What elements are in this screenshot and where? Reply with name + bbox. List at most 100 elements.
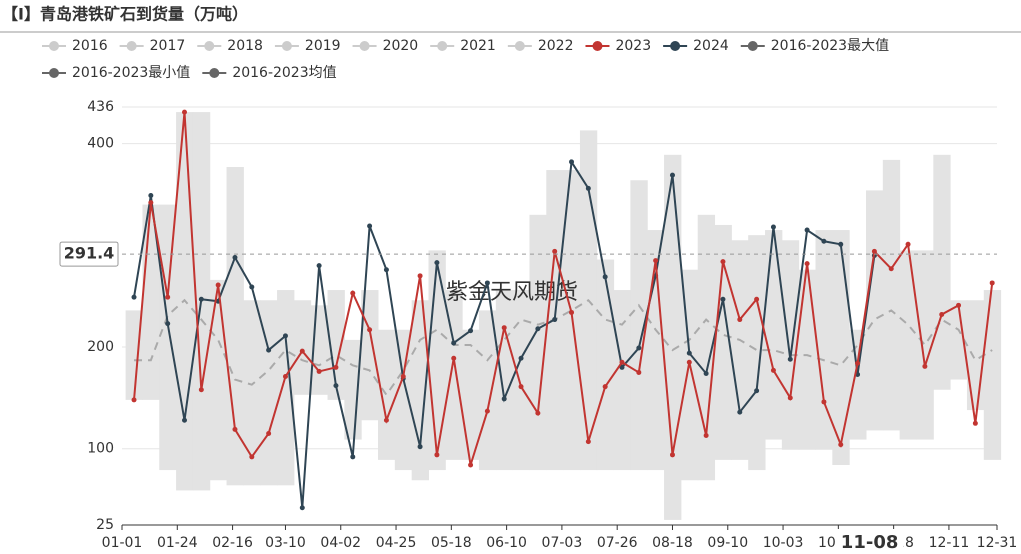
data-point [350, 290, 356, 296]
range-band [344, 339, 362, 440]
legend-label[interactable]: 2019 [305, 38, 341, 54]
x-tick-label: 04-25 [376, 535, 417, 551]
crosshair-y-label: 291.4 [64, 244, 115, 263]
data-point [333, 383, 339, 389]
legend-label[interactable]: 2024 [693, 38, 729, 54]
data-point [501, 396, 507, 402]
data-point [316, 263, 322, 269]
data-point [535, 410, 541, 416]
legend-label[interactable]: 2018 [227, 38, 263, 54]
data-point [636, 345, 642, 351]
data-point [602, 384, 608, 390]
range-band [445, 290, 463, 460]
data-point [198, 387, 204, 393]
range-band [680, 269, 699, 481]
data-point [299, 505, 305, 511]
legend-label[interactable]: 2020 [383, 38, 419, 54]
range-band [748, 235, 766, 471]
range-band [462, 329, 480, 460]
data-point [636, 369, 642, 375]
y-tick-label: 200 [87, 339, 114, 355]
data-point [855, 360, 861, 366]
data-point [367, 223, 373, 229]
legend-symbol [514, 41, 525, 51]
legend-symbol [359, 41, 370, 51]
data-point [720, 296, 726, 302]
data-point [720, 259, 726, 265]
range-band [512, 290, 530, 471]
legend-symbol [437, 41, 448, 51]
data-point [989, 280, 995, 286]
legend-label[interactable]: 2023 [615, 38, 651, 54]
range-band [882, 159, 901, 431]
data-point [669, 172, 675, 178]
data-point [770, 224, 776, 230]
legend-label[interactable]: 2016-2023最大值 [771, 38, 889, 54]
x-tick-label: 12-11 [929, 535, 970, 551]
data-point [569, 159, 575, 165]
data-point [754, 296, 760, 302]
legend-symbol [747, 41, 758, 51]
chart-title: 【I】青岛港铁矿石到货量（万吨） [2, 5, 248, 24]
range-band [966, 300, 985, 411]
x-tick-label: 02-16 [212, 535, 253, 551]
data-point [249, 284, 255, 290]
data-point [451, 355, 457, 361]
data-point [249, 454, 255, 460]
data-point [770, 367, 776, 373]
data-point [165, 294, 171, 300]
range-band [596, 259, 615, 471]
x-tick-label: 05-18 [431, 535, 472, 551]
data-point [838, 241, 844, 247]
data-point [653, 258, 659, 264]
data-point [383, 417, 389, 423]
x-tick-label: 01-24 [157, 535, 198, 551]
crosshair-x-label: 11-08 [841, 532, 899, 553]
range-band [478, 310, 497, 471]
data-point [787, 395, 793, 401]
range-band [983, 290, 1002, 460]
data-point [686, 359, 692, 365]
data-point [518, 384, 524, 390]
x-tick-label: 08-18 [652, 535, 693, 551]
data-point [182, 109, 187, 115]
data-point [787, 356, 793, 362]
data-point [552, 248, 558, 254]
legend-label[interactable]: 2017 [150, 38, 186, 54]
data-point [602, 274, 608, 280]
data-point [182, 417, 187, 423]
data-point [972, 420, 978, 426]
crosshair-x-box [835, 529, 904, 554]
data-point [299, 348, 305, 354]
legend-label[interactable]: 2021 [460, 38, 496, 54]
legend-label[interactable]: 2016-2023均值 [232, 65, 336, 81]
legend-label[interactable]: 2016-2023最小值 [72, 65, 190, 81]
legend-label[interactable]: 2016 [72, 38, 108, 54]
data-point [871, 248, 877, 254]
data-point [737, 317, 743, 323]
crosshair-y-box [59, 241, 119, 267]
data-point [316, 368, 322, 374]
x-tick-label: 01-01 [102, 535, 143, 551]
range-band [428, 250, 446, 471]
data-point [266, 430, 272, 436]
data-point [669, 452, 675, 458]
range-band [781, 240, 800, 450]
x-tick-label: 10-03 [763, 535, 804, 551]
data-point [484, 280, 490, 286]
range-band [933, 154, 951, 390]
data-point [905, 241, 911, 247]
range-band [243, 300, 261, 486]
legend-label[interactable]: 2022 [538, 38, 574, 54]
range-band [277, 290, 295, 486]
legend-symbol [49, 68, 59, 78]
data-point [282, 374, 288, 380]
data-point [585, 185, 591, 191]
data-point [804, 227, 810, 233]
data-point [434, 260, 440, 266]
range-band [815, 230, 833, 450]
data-point [888, 266, 894, 272]
x-tick-label: 07-26 [597, 535, 638, 551]
data-point [131, 397, 137, 403]
x-tick-label: 09-10 [707, 535, 748, 551]
